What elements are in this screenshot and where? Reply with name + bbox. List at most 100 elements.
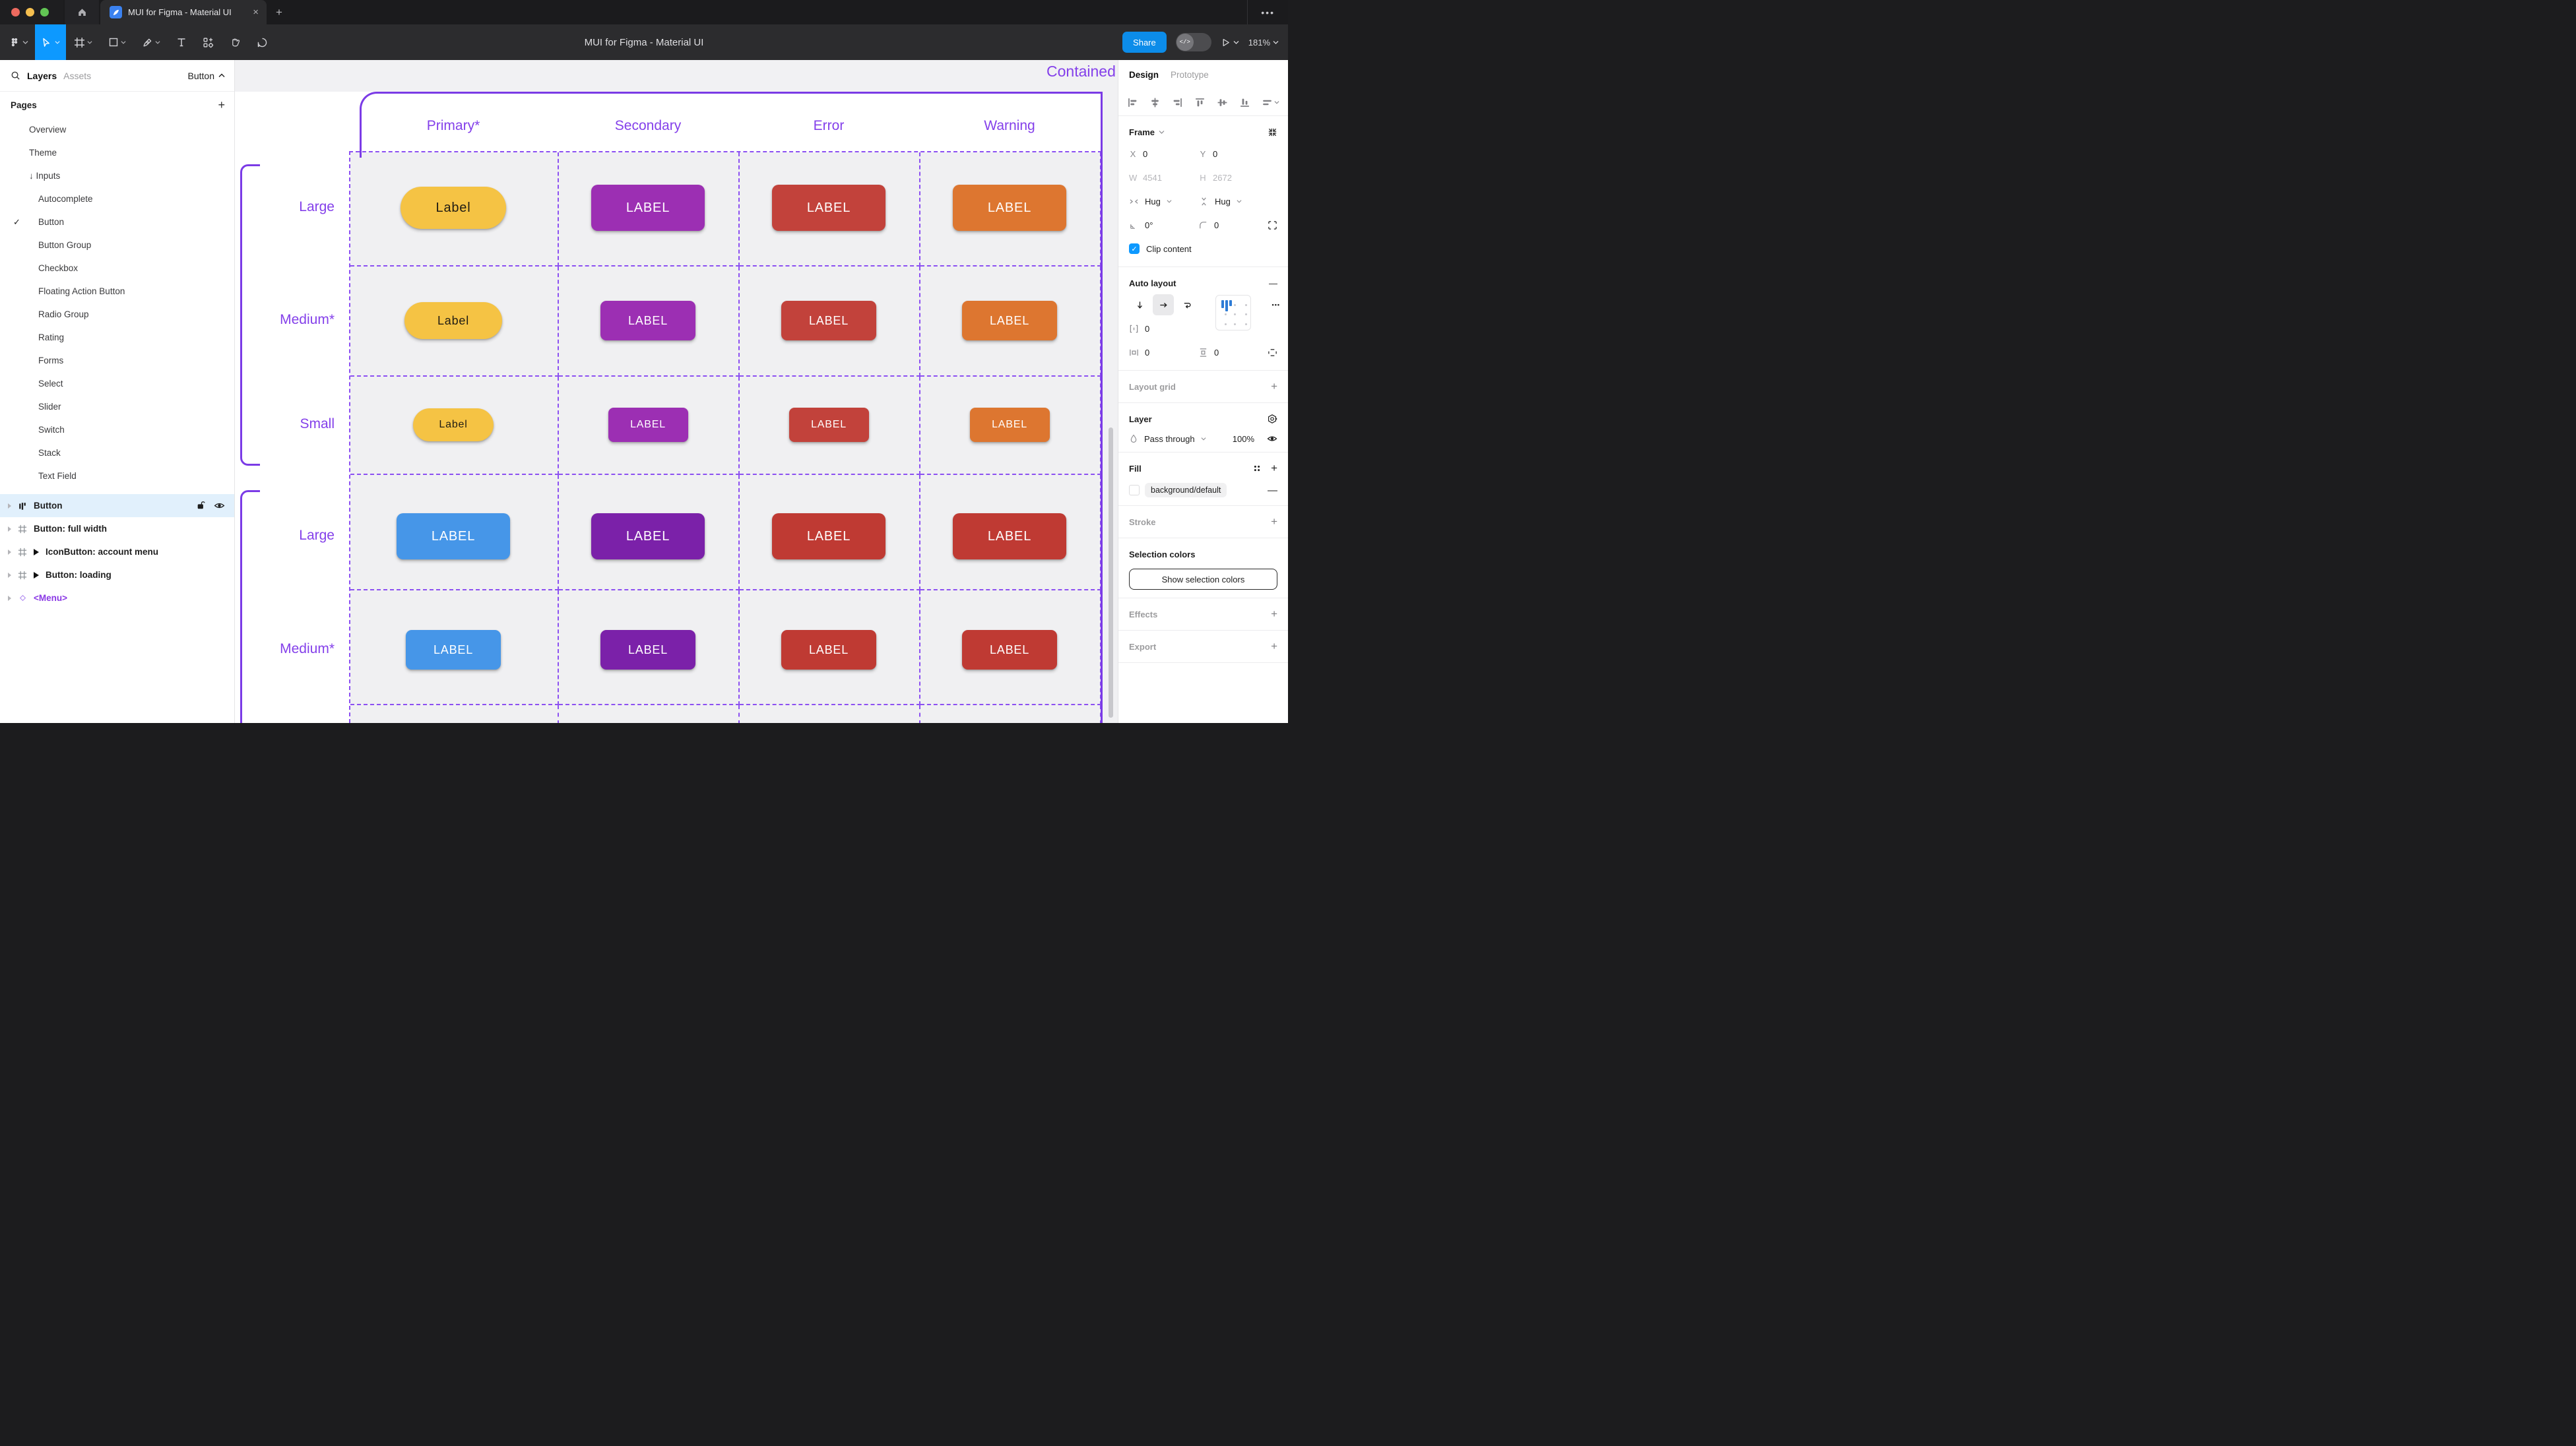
expand-chevron-icon[interactable]	[8, 526, 11, 532]
align-top-icon[interactable]	[1194, 97, 1206, 108]
move-tool-button[interactable]	[35, 24, 66, 60]
tab-prototype[interactable]: Prototype	[1171, 69, 1209, 80]
specimen-button-dark_red[interactable]: LABEL	[953, 513, 1066, 559]
remove-fill-button[interactable]: —	[1268, 484, 1277, 496]
tab-layers[interactable]: Layers	[27, 70, 57, 81]
flow-vertical-button[interactable]	[1129, 294, 1150, 315]
specimen-button-yellow[interactable]: Label	[404, 302, 502, 339]
flow-horizontal-button[interactable]	[1153, 294, 1174, 315]
layer-row[interactable]: Button: loading	[0, 563, 234, 586]
unlock-icon[interactable]	[196, 500, 206, 511]
sidebar-page-item[interactable]: Slider	[0, 395, 234, 418]
specimen-button-purple[interactable]: LABEL	[591, 185, 705, 231]
expand-chevron-icon[interactable]	[8, 549, 11, 555]
frame-tool-button[interactable]	[66, 24, 100, 60]
sidebar-page-item[interactable]: Stack	[0, 441, 234, 464]
align-vertical-center-icon[interactable]	[1217, 97, 1228, 108]
sidebar-page-item[interactable]: ↓ Inputs	[0, 164, 234, 187]
specimen-button-blue[interactable]: LABEL	[397, 513, 510, 559]
specimen-button-purple[interactable]: LABEL	[600, 301, 695, 340]
y-input[interactable]: 0	[1213, 148, 1218, 159]
collapse-frame-icon[interactable]	[1268, 127, 1277, 137]
text-tool-button[interactable]	[168, 24, 195, 60]
blend-mode-icon[interactable]	[1267, 414, 1277, 424]
specimen-button-red[interactable]: LABEL	[772, 185, 886, 231]
auto-layout-alignment-widget[interactable]	[1215, 295, 1251, 330]
vertical-padding-input[interactable]: 0	[1214, 347, 1219, 358]
specimen-button-dark_red[interactable]: LABEL	[772, 513, 886, 559]
specimen-button-purple[interactable]: LABEL	[608, 408, 688, 442]
remove-auto-layout-button[interactable]: —	[1269, 278, 1277, 288]
document-tab[interactable]: MUI for Figma - Material UI ×	[100, 0, 267, 24]
expand-chevron-icon[interactable]	[8, 503, 11, 509]
window-overflow-menu[interactable]: •••	[1247, 0, 1288, 24]
eye-icon[interactable]	[214, 500, 225, 511]
specimen-button-dark_red[interactable]: LABEL	[962, 630, 1057, 670]
add-fill-button[interactable]: +	[1271, 462, 1277, 474]
blend-mode-select[interactable]: Pass through	[1144, 433, 1195, 444]
align-right-icon[interactable]	[1172, 97, 1183, 108]
dev-mode-toggle[interactable]: </>	[1175, 33, 1211, 51]
pen-tool-button[interactable]	[134, 24, 168, 60]
corner-radius-input[interactable]: 0	[1214, 220, 1219, 230]
sidebar-page-item[interactable]: Autocomplete	[0, 187, 234, 210]
sidebar-page-item[interactable]: Floating Action Button	[0, 280, 234, 303]
layer-row[interactable]: IconButton: account menu	[0, 540, 234, 563]
styles-icon[interactable]	[1252, 464, 1262, 473]
independent-corners-icon[interactable]	[1268, 220, 1277, 230]
sidebar-page-item[interactable]: Button Group	[0, 234, 234, 257]
specimen-button-yellow[interactable]: Label	[413, 408, 494, 441]
tidy-up-icon[interactable]	[1262, 97, 1279, 108]
add-layout-grid-button[interactable]: +	[1271, 380, 1277, 393]
frame-section-title[interactable]: Frame	[1129, 127, 1155, 137]
sidebar-page-item[interactable]: Text Field	[0, 464, 234, 487]
opacity-input[interactable]: 100%	[1232, 433, 1254, 444]
hug-horizontal-select[interactable]: Hug	[1145, 196, 1161, 206]
layer-row[interactable]: <Menu>	[0, 586, 234, 610]
minimize-window-button[interactable]	[26, 8, 34, 16]
add-page-button[interactable]: +	[218, 98, 225, 111]
resources-tool-button[interactable]	[195, 24, 222, 60]
comment-tool-button[interactable]	[249, 24, 276, 60]
sidebar-page-item[interactable]: Forms	[0, 349, 234, 372]
specimen-button-yellow[interactable]: Label	[401, 187, 506, 229]
flow-wrap-button[interactable]	[1176, 294, 1198, 315]
canvas-scrollbar[interactable]	[1109, 427, 1113, 718]
add-stroke-button[interactable]: +	[1271, 515, 1277, 528]
layer-row[interactable]: Button: full width	[0, 517, 234, 540]
sidebar-page-item[interactable]: Radio Group	[0, 303, 234, 326]
fill-color-swatch[interactable]	[1129, 485, 1140, 495]
specimen-button-blue[interactable]: LABEL	[406, 630, 501, 670]
hug-vertical-select[interactable]: Hug	[1215, 196, 1231, 206]
add-effect-button[interactable]: +	[1271, 608, 1277, 620]
specimen-button-red[interactable]: LABEL	[789, 408, 869, 442]
height-input[interactable]: 2672	[1213, 172, 1232, 183]
specimen-button-red[interactable]: LABEL	[781, 301, 876, 340]
present-button[interactable]	[1221, 38, 1239, 47]
horizontal-padding-input[interactable]: 0	[1145, 347, 1150, 358]
tab-assets[interactable]: Assets	[63, 70, 92, 81]
add-export-button[interactable]: +	[1271, 640, 1277, 652]
auto-layout-more-button[interactable]: •••	[1272, 301, 1280, 308]
search-icon[interactable]	[11, 71, 20, 80]
specimen-button-deep_purple[interactable]: LABEL	[591, 513, 705, 559]
share-button[interactable]: Share	[1122, 32, 1167, 53]
align-horizontal-center-icon[interactable]	[1149, 97, 1161, 108]
sidebar-page-item[interactable]: Select	[0, 372, 234, 395]
individual-padding-icon[interactable]	[1268, 348, 1277, 358]
expand-chevron-icon[interactable]	[8, 572, 11, 578]
sidebar-page-item[interactable]: ✓ Button	[0, 210, 234, 234]
home-tab[interactable]	[65, 0, 99, 24]
specimen-button-orange[interactable]: LABEL	[962, 301, 1057, 340]
zoom-level-control[interactable]: 181%	[1248, 38, 1279, 47]
gap-input[interactable]: 0	[1145, 323, 1150, 334]
specimen-button-orange[interactable]: LABEL	[953, 185, 1066, 231]
shape-tool-button[interactable]	[100, 24, 134, 60]
close-tab-icon[interactable]: ×	[253, 7, 259, 18]
main-menu-button[interactable]	[0, 37, 35, 47]
page-selector[interactable]: Button	[188, 71, 225, 81]
hand-tool-button[interactable]	[222, 24, 249, 60]
new-tab-button[interactable]: +	[276, 5, 282, 18]
x-input[interactable]: 0	[1143, 148, 1148, 159]
align-left-icon[interactable]	[1127, 97, 1138, 108]
